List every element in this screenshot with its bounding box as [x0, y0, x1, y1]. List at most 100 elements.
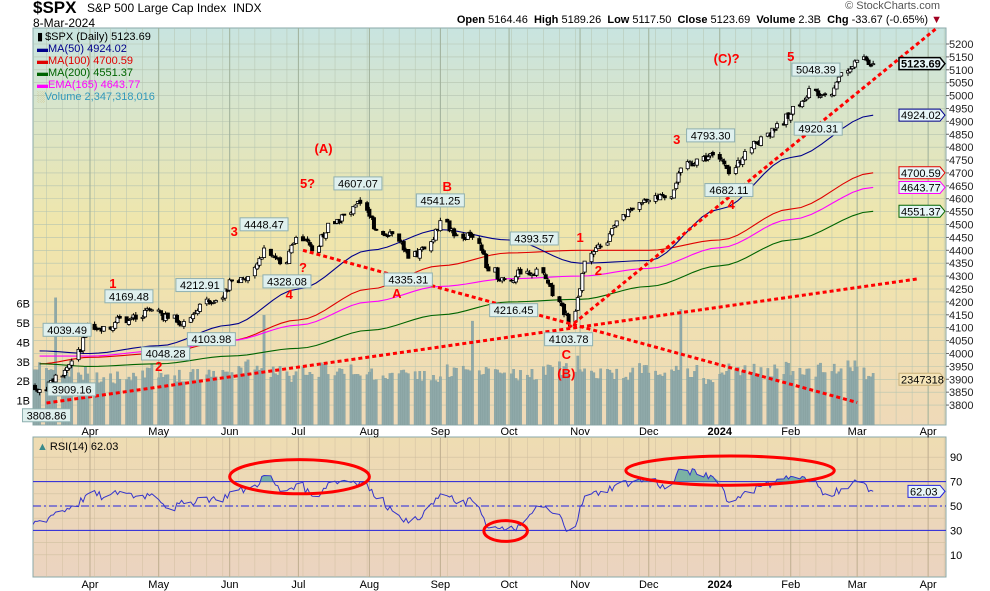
high-value: 5189.26	[561, 14, 602, 26]
copyright[interactable]: © StockCharts.com	[845, 0, 940, 12]
price-axis-label: 4350	[949, 258, 973, 270]
candle-up	[628, 209, 633, 212]
volume-bar	[771, 376, 774, 425]
candle-up	[257, 258, 262, 266]
price-label-text: 4793.30	[691, 130, 731, 142]
tag-value: 5123.69	[901, 59, 941, 71]
price-axis-label: 5200	[949, 39, 973, 51]
close-label: Close	[677, 14, 708, 26]
volume-bar	[370, 368, 374, 425]
volume-bar	[510, 373, 513, 425]
open-value: 5164.46	[488, 14, 528, 26]
volume-bar	[365, 374, 369, 425]
month-tick-label: Dec	[639, 426, 659, 438]
candle-up	[129, 317, 134, 320]
candle-down	[374, 228, 379, 231]
volume-axis-label: 5B	[17, 318, 30, 330]
volume-bar	[301, 366, 305, 425]
candle-up	[181, 321, 186, 327]
exchange: INDX	[232, 1, 262, 15]
candle-up	[223, 288, 228, 299]
volume-bar	[210, 376, 213, 425]
volume-bar	[736, 367, 740, 425]
tag-value: 2347318	[901, 374, 944, 386]
wave-label: 2	[155, 359, 162, 374]
close-value: 5123.69	[710, 14, 751, 26]
volume-bar	[871, 373, 875, 425]
volume-bar	[709, 380, 712, 425]
volume-bar	[226, 371, 229, 425]
candle-up	[433, 228, 438, 241]
price-label-box	[383, 272, 433, 287]
candle-up	[431, 239, 436, 243]
volume-bar	[189, 372, 193, 425]
wave-label: ?	[299, 260, 307, 275]
volume-bar	[420, 380, 424, 425]
volume-bar	[349, 364, 353, 425]
candle-up	[465, 232, 470, 240]
candle-up	[115, 316, 120, 324]
candle-down	[562, 303, 567, 316]
dropdown-triangle-icon[interactable]: ▼	[931, 14, 942, 26]
volume-bar	[118, 378, 122, 425]
candle-down	[305, 238, 310, 242]
volume-bar	[223, 371, 227, 425]
line-swatch-icon: ▬	[37, 67, 48, 79]
volume-bar	[514, 378, 518, 425]
price-label: 4048.28	[141, 346, 191, 361]
volume-bar	[461, 365, 465, 425]
month-tick-label: Nov	[570, 426, 590, 438]
candle-down	[383, 233, 388, 237]
volume-bar	[532, 379, 536, 425]
symbol: $SPX	[33, 0, 77, 17]
volume-bar	[800, 374, 804, 425]
volume-bar	[597, 378, 600, 425]
candle-down	[816, 90, 821, 97]
candle-up	[323, 232, 328, 239]
volume-bar	[583, 368, 586, 425]
candle-down	[726, 166, 731, 175]
price-label-box	[175, 278, 225, 293]
rsi-panel	[32, 436, 947, 578]
volume-bar	[374, 379, 378, 425]
candle-up	[319, 234, 324, 247]
volume-bar	[622, 378, 625, 425]
volume-bar	[567, 375, 570, 425]
candle-up	[513, 276, 518, 283]
volume-bar	[624, 376, 628, 425]
tag-value: 4643.77	[901, 182, 941, 194]
price-label-text: 4393.57	[514, 233, 554, 245]
candle-up	[834, 81, 839, 90]
price-label: 4103.98	[186, 332, 236, 347]
candle-up	[818, 95, 823, 98]
volume-bar	[113, 383, 117, 425]
candle-down	[452, 228, 457, 237]
volume-bar	[255, 365, 259, 425]
volume-bar	[864, 379, 868, 425]
price-axis-label: 4300	[949, 271, 973, 283]
candle-down	[273, 255, 278, 259]
volume-bar	[498, 372, 502, 425]
volume-bar	[207, 369, 211, 425]
volume-bar	[340, 368, 344, 425]
volume-bar	[141, 370, 145, 425]
candle-up	[195, 310, 200, 315]
candle-up	[211, 302, 216, 304]
candle-up	[720, 158, 725, 161]
candle-down	[367, 208, 372, 217]
candle-down	[300, 236, 305, 242]
price-label-box	[141, 346, 191, 361]
volume-bar	[702, 378, 706, 425]
volume-bar	[690, 377, 694, 425]
volume-bar	[260, 368, 264, 425]
price-label-box	[489, 303, 539, 318]
price-label-text: 5048.39	[796, 65, 836, 77]
candle-down	[543, 274, 548, 280]
candle-up	[706, 156, 711, 160]
candle-up	[752, 140, 757, 150]
volume-bar	[846, 360, 850, 425]
volume-bar	[125, 379, 128, 425]
volume-bar	[638, 363, 641, 425]
price-axis-label: 3900	[949, 374, 973, 386]
volume-bar	[406, 373, 410, 425]
